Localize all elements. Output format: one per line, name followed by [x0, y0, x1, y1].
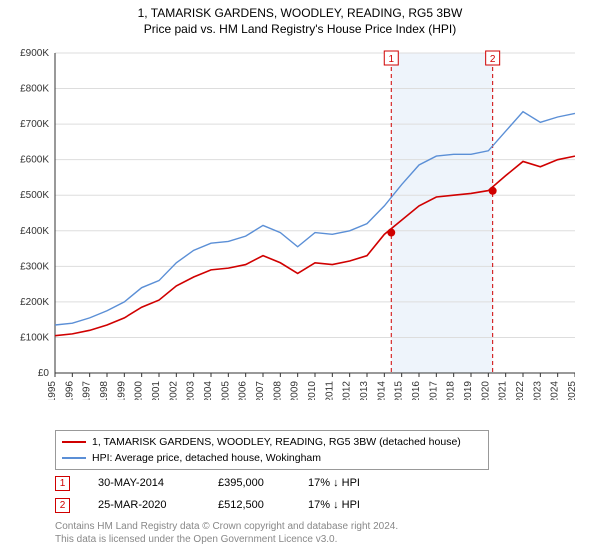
svg-text:£400K: £400K	[20, 226, 49, 237]
svg-text:2: 2	[490, 54, 496, 65]
footer-line1: Contains HM Land Registry data © Crown c…	[55, 520, 398, 533]
svg-text:£800K: £800K	[20, 84, 49, 95]
marker-row-2: 2 25-MAR-2020 £512,500 17% ↓ HPI	[55, 494, 408, 516]
svg-text:1996: 1996	[64, 381, 75, 400]
marker-num-2: 2	[55, 498, 70, 513]
svg-text:2002: 2002	[168, 381, 179, 400]
svg-text:2005: 2005	[220, 381, 231, 400]
svg-text:2009: 2009	[290, 381, 301, 400]
svg-text:2024: 2024	[550, 381, 561, 400]
svg-text:1997: 1997	[82, 381, 93, 400]
svg-text:2004: 2004	[203, 381, 214, 400]
legend-box: 1, TAMARISK GARDENS, WOODLEY, READING, R…	[55, 430, 489, 470]
svg-text:2023: 2023	[532, 381, 543, 400]
legend-swatch-property	[62, 441, 86, 443]
svg-text:£500K: £500K	[20, 190, 49, 201]
footer: Contains HM Land Registry data © Crown c…	[55, 520, 398, 546]
legend-label-hpi: HPI: Average price, detached house, Woki…	[92, 450, 321, 466]
svg-text:2019: 2019	[463, 381, 474, 400]
svg-text:2016: 2016	[411, 381, 422, 400]
marker-date-2: 25-MAR-2020	[98, 499, 218, 511]
legend-row-hpi: HPI: Average price, detached house, Woki…	[62, 450, 482, 466]
svg-text:2018: 2018	[446, 381, 457, 400]
svg-text:2017: 2017	[428, 381, 439, 400]
svg-text:2003: 2003	[186, 381, 197, 400]
svg-text:1998: 1998	[99, 381, 110, 400]
svg-text:2020: 2020	[480, 381, 491, 400]
svg-text:2001: 2001	[151, 381, 162, 400]
marker-price-2: £512,500	[218, 499, 308, 511]
marker-row-1: 1 30-MAY-2014 £395,000 17% ↓ HPI	[55, 472, 408, 494]
legend-swatch-hpi	[62, 457, 86, 459]
marker-price-1: £395,000	[218, 477, 308, 489]
svg-text:2007: 2007	[255, 381, 266, 400]
svg-text:2006: 2006	[238, 381, 249, 400]
legend-label-property: 1, TAMARISK GARDENS, WOODLEY, READING, R…	[92, 434, 461, 450]
svg-text:2008: 2008	[272, 381, 283, 400]
marker-num-1: 1	[55, 476, 70, 491]
title-sub: Price paid vs. HM Land Registry's House …	[0, 22, 600, 36]
svg-text:1995: 1995	[47, 381, 58, 400]
svg-text:2021: 2021	[498, 381, 509, 400]
marker-diff-1: 17% ↓ HPI	[308, 477, 408, 489]
svg-text:2022: 2022	[515, 381, 526, 400]
svg-text:2014: 2014	[376, 381, 387, 400]
title-main: 1, TAMARISK GARDENS, WOODLEY, READING, R…	[0, 6, 600, 20]
svg-text:2013: 2013	[359, 381, 370, 400]
svg-text:1999: 1999	[116, 381, 127, 400]
chart-area: £0£100K£200K£300K£400K£500K£600K£700K£80…	[55, 48, 575, 398]
svg-text:£0: £0	[38, 368, 50, 379]
svg-text:2025: 2025	[567, 381, 575, 400]
marker-diff-2: 17% ↓ HPI	[308, 499, 408, 511]
marker-date-1: 30-MAY-2014	[98, 477, 218, 489]
svg-text:£900K: £900K	[20, 48, 49, 59]
markers-table: 1 30-MAY-2014 £395,000 17% ↓ HPI 2 25-MA…	[55, 472, 408, 516]
svg-text:2011: 2011	[324, 381, 335, 400]
chart-container: 1, TAMARISK GARDENS, WOODLEY, READING, R…	[0, 0, 600, 560]
svg-text:£100K: £100K	[20, 332, 49, 343]
chart-svg: £0 £100K £200K £300K £400K £500K £600K £700K £80…	[7, 38, 575, 400]
title-block: 1, TAMARISK GARDENS, WOODLEY, READING, R…	[0, 0, 600, 36]
svg-text:£700K: £700K	[20, 119, 49, 130]
legend-row-property: 1, TAMARISK GARDENS, WOODLEY, READING, R…	[62, 434, 482, 450]
footer-line2: This data is licensed under the Open Gov…	[55, 533, 398, 546]
svg-text:2010: 2010	[307, 381, 318, 400]
svg-text:2000: 2000	[134, 381, 145, 400]
svg-text:1: 1	[388, 54, 394, 65]
svg-text:2015: 2015	[394, 381, 405, 400]
svg-text:£300K: £300K	[20, 261, 49, 272]
svg-text:£200K: £200K	[20, 297, 49, 308]
svg-text:2012: 2012	[342, 381, 353, 400]
svg-text:£600K: £600K	[20, 155, 49, 166]
